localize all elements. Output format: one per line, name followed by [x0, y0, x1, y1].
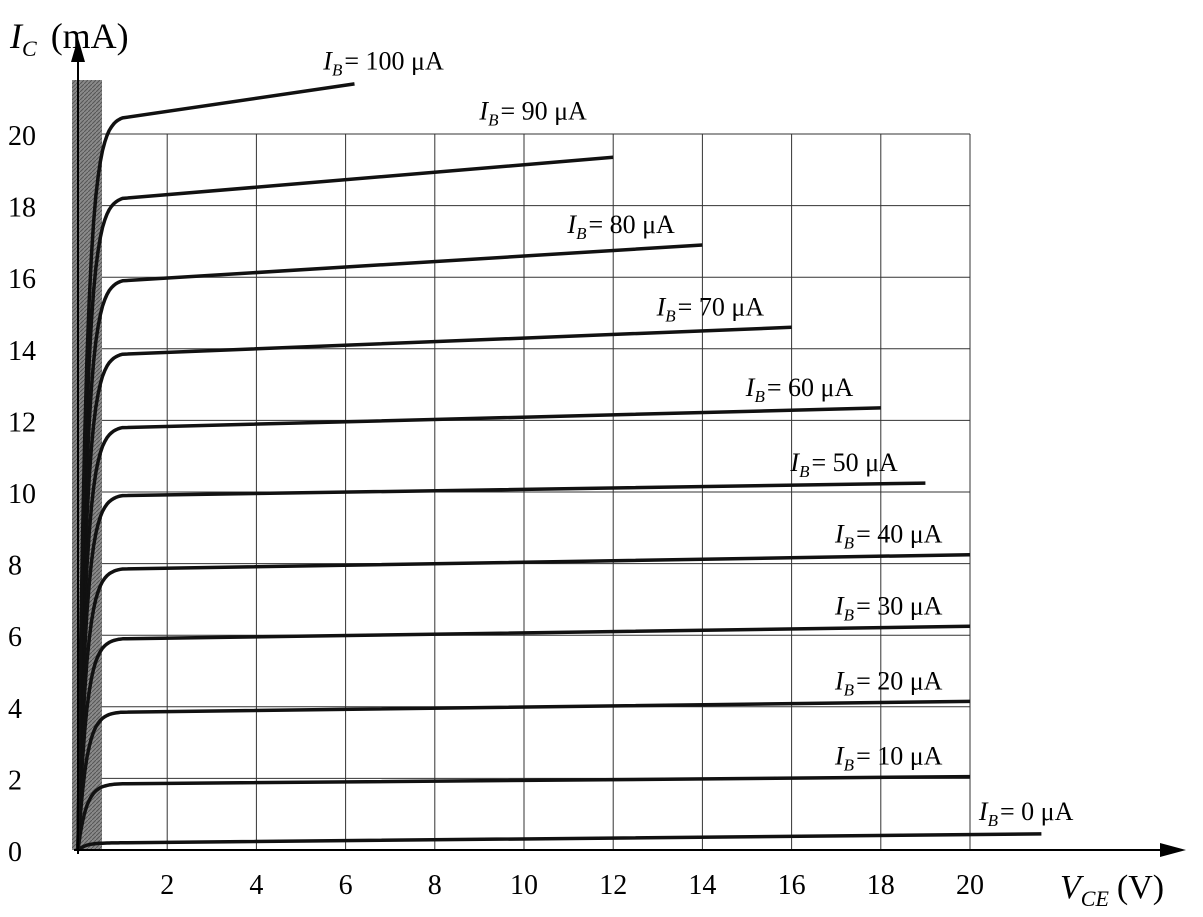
- x-tick-label: 12: [599, 870, 627, 901]
- ib-curve-100: [76, 82, 355, 851]
- curve-labels: IB= 0 μA IB= 10 μA IB= 20 μA IB= 30 μA IB= 4…: [322, 47, 1073, 830]
- y-tick-label: 2: [8, 765, 22, 796]
- x-tick-label: 16: [778, 870, 806, 901]
- curves: [76, 82, 1042, 852]
- ib-curve-10: [76, 774, 971, 851]
- curve-label-ib-70: IB= 70 μA: [656, 292, 765, 325]
- axes: [71, 38, 1186, 857]
- curve-label-ib-0: IB= 0 μA: [978, 797, 1074, 830]
- x-tick-label: 20: [956, 870, 984, 901]
- curve-label-ib-60: IB= 60 μA: [745, 373, 854, 406]
- x-tick-label: 14: [688, 870, 716, 901]
- ib-curve-50: [76, 481, 926, 851]
- x-tick-label: 18: [867, 870, 895, 901]
- curve-label-ib-50: IB= 50 μA: [789, 448, 898, 481]
- tick-labels: 0 2 4 6 8 10 12 14 16 18 20 2 4 6 8 10 12 14 16 18 20: [8, 121, 984, 901]
- x-tick-label: 8: [428, 870, 442, 901]
- curve-label-ib-10: IB= 10 μA: [834, 742, 943, 775]
- x-tick-label: 2: [160, 870, 174, 901]
- x-tick-label: 4: [249, 870, 263, 901]
- y-axis-title: IC (mA): [9, 16, 129, 61]
- y-tick-label: 4: [8, 694, 22, 725]
- ib-curve-20: [76, 699, 971, 851]
- curve-label-ib-80: IB= 80 μA: [566, 210, 675, 243]
- y-tick-label: 6: [8, 622, 22, 653]
- y-tick-label: 8: [8, 551, 22, 582]
- x-tick-label: 10: [510, 870, 538, 901]
- ib-curve-0: [76, 832, 1042, 852]
- y-tick-label: 10: [8, 479, 36, 510]
- y-tick-label: 0: [8, 837, 22, 868]
- y-tick-label: 16: [8, 264, 36, 295]
- curve-label-ib-90: IB= 90 μA: [478, 97, 587, 130]
- ib-curve-40: [76, 552, 971, 851]
- curve-label-ib-20: IB= 20 μA: [834, 666, 943, 699]
- x-axis-title: VCE (V): [1060, 869, 1164, 911]
- y-tick-label: 12: [8, 407, 36, 438]
- y-tick-label: 14: [8, 336, 36, 367]
- ib-curve-30: [76, 624, 971, 851]
- y-tick-label: 18: [8, 193, 36, 224]
- x-tick-label: 6: [339, 870, 353, 901]
- curve-label-ib-100: IB= 100 μA: [322, 47, 444, 80]
- y-axis-arrow: [71, 38, 85, 62]
- y-tick-label: 20: [8, 121, 36, 152]
- curve-label-ib-30: IB= 30 μA: [834, 591, 943, 624]
- x-axis-arrow: [1160, 843, 1186, 857]
- curve-label-ib-40: IB= 40 μA: [834, 520, 943, 553]
